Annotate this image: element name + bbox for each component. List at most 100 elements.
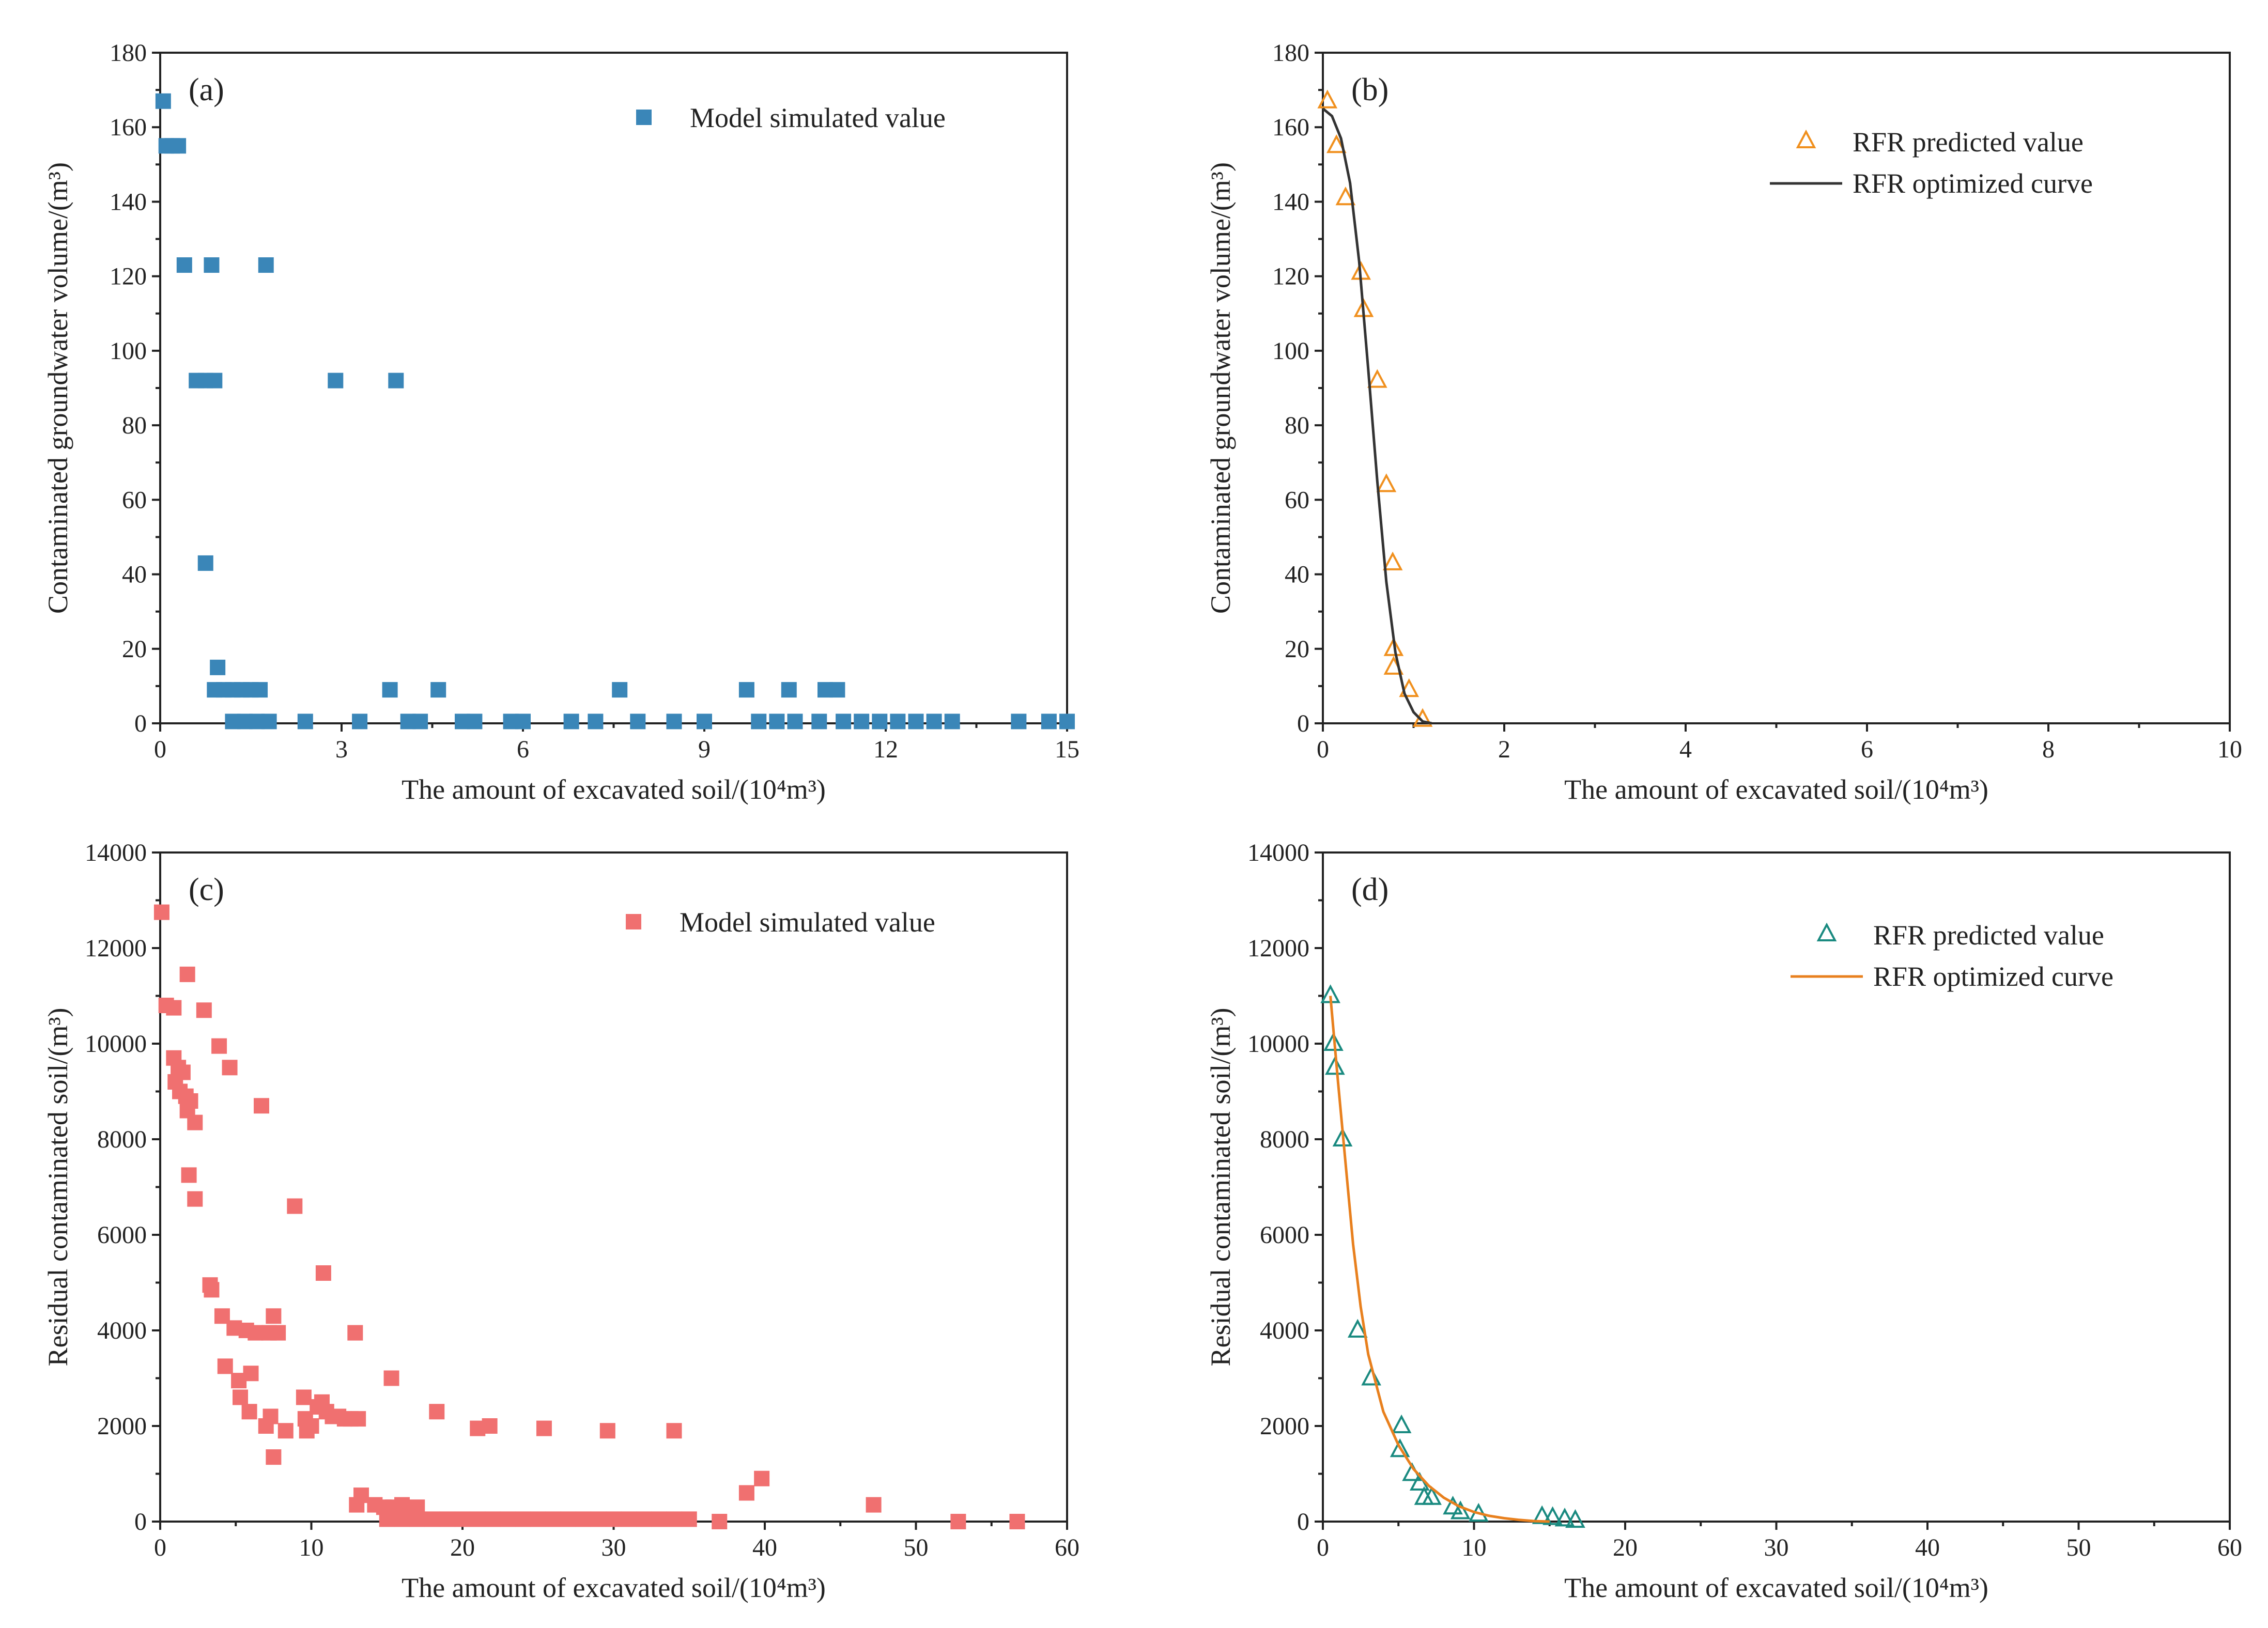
y-tick-label: 20 <box>1285 635 1309 663</box>
data-point-triangle <box>1565 1509 1585 1528</box>
data-point-square <box>204 257 220 273</box>
data-point-square <box>1011 714 1027 730</box>
series-layer <box>1317 89 1433 727</box>
y-tick-label: 60 <box>122 486 147 514</box>
x-tick-label: 30 <box>601 1534 626 1561</box>
y-tick-label: 180 <box>1272 39 1309 67</box>
x-axis-title: The amount of excavated soil/(10⁴m³) <box>402 774 826 805</box>
data-point-square <box>588 714 604 730</box>
legend-triangle-marker <box>1796 129 1816 148</box>
data-point-square <box>296 1389 312 1405</box>
y-tick-label: 12000 <box>1247 935 1309 962</box>
y-tick-label: 14000 <box>1247 839 1309 866</box>
y-tick-label: 2000 <box>97 1413 147 1440</box>
x-tick-label: 60 <box>1055 1534 1079 1561</box>
data-point-square <box>908 714 924 730</box>
data-point-square <box>563 714 579 730</box>
data-point-square <box>591 1511 607 1527</box>
data-point-square <box>196 1002 212 1018</box>
x-tick-label: 30 <box>1764 1534 1789 1561</box>
data-point-triangle <box>1399 678 1420 697</box>
x-tick-label: 0 <box>1317 1534 1329 1561</box>
data-point-triangle <box>1323 1032 1344 1051</box>
data-point-square <box>467 714 483 730</box>
x-tick-label: 50 <box>904 1534 929 1561</box>
data-point-square <box>515 714 531 730</box>
data-point-square <box>176 257 192 273</box>
data-point-square <box>222 1060 238 1076</box>
y-axis-title: Contaminated groundwater volume/(m³) <box>42 162 73 614</box>
y-tick-label: 60 <box>1285 486 1309 514</box>
data-point-square <box>409 1511 425 1527</box>
data-point-square <box>712 1514 728 1529</box>
y-tick-label: 4000 <box>97 1317 147 1344</box>
data-point-square <box>241 1404 257 1420</box>
data-point-square <box>315 1265 331 1281</box>
panel-label: (b) <box>1351 72 1388 107</box>
x-tick-label: 4 <box>1679 736 1692 763</box>
data-point-square <box>210 659 226 675</box>
data-point-square <box>1041 714 1057 730</box>
data-point-square <box>944 714 960 730</box>
x-tick-label: 6 <box>1861 736 1873 763</box>
data-point-square <box>187 1191 203 1207</box>
x-tick-label: 40 <box>752 1534 777 1561</box>
data-point-square <box>379 1511 395 1527</box>
data-point-square <box>204 1282 220 1298</box>
y-tick-label: 100 <box>110 337 147 365</box>
x-tick-label: 0 <box>1317 736 1329 763</box>
optimized-curve-line <box>1329 996 1550 1523</box>
panel-label: (a) <box>189 72 224 107</box>
y-tick-label: 40 <box>1285 561 1309 588</box>
y-tick-label: 40 <box>122 561 147 588</box>
y-tick-label: 8000 <box>1260 1126 1309 1153</box>
data-point-square <box>270 1325 286 1341</box>
data-point-square <box>681 1511 697 1527</box>
data-point-triangle <box>1326 134 1347 153</box>
plot-frame <box>1322 52 2231 724</box>
x-tick-label: 2 <box>1498 736 1510 763</box>
y-tick-label: 160 <box>1272 114 1309 141</box>
data-point-square <box>424 1511 440 1527</box>
y-tick-label: 120 <box>1272 263 1309 290</box>
data-point-square <box>394 1511 410 1527</box>
data-point-square <box>738 682 754 698</box>
y-tick-label: 12000 <box>85 935 147 962</box>
data-point-square <box>388 373 404 389</box>
legend-square-marker <box>626 914 641 929</box>
legend-triangle-marker <box>1816 922 1837 941</box>
data-point-triangle <box>1422 1486 1442 1505</box>
data-point-square <box>560 1511 576 1527</box>
legend-square-marker <box>636 110 652 125</box>
y-tick-label: 6000 <box>97 1221 147 1249</box>
data-point-square <box>781 682 797 698</box>
data-point-square <box>576 1511 591 1527</box>
plot-frame <box>1322 851 2231 1523</box>
plot-frame <box>159 52 1068 724</box>
x-tick-label: 40 <box>1915 1534 1940 1561</box>
data-point-square <box>382 682 398 698</box>
data-point-square <box>153 904 169 920</box>
data-point-square <box>187 1114 203 1130</box>
data-point-square <box>253 1098 269 1114</box>
data-point-square <box>412 714 428 730</box>
data-point-square <box>297 714 313 730</box>
x-tick-label: 10 <box>299 1534 324 1561</box>
data-point-triangle <box>1367 369 1387 388</box>
x-tick-label: 50 <box>2066 1534 2091 1561</box>
data-point-square <box>621 1511 637 1527</box>
data-point-square <box>872 714 888 730</box>
data-point-square <box>530 1511 546 1527</box>
y-tick-label: 6000 <box>1260 1221 1309 1249</box>
data-point-square <box>383 1370 399 1386</box>
data-point-square <box>536 1420 552 1436</box>
data-point-square <box>303 1418 319 1434</box>
data-point-triangle <box>1317 89 1338 108</box>
y-tick-label: 120 <box>110 263 147 290</box>
data-point-square <box>950 1514 966 1529</box>
y-tick-label: 8000 <box>97 1126 147 1153</box>
data-point-square <box>666 1423 682 1439</box>
legend: Model simulated value <box>636 102 946 133</box>
data-point-triangle <box>1347 1319 1368 1338</box>
panel-a: 0 3 6 9 12 15 0 20 40 60 80 100 120 140 160 180 The amou… <box>42 39 1079 805</box>
